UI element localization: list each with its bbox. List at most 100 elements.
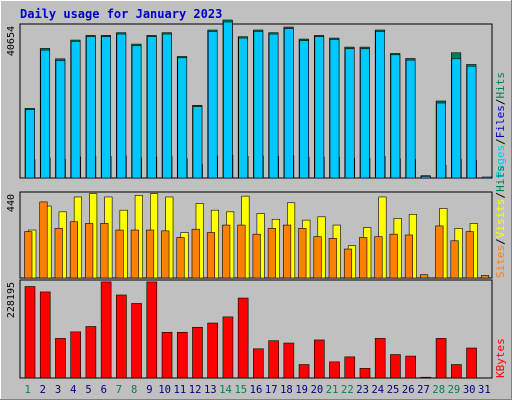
bar-kbytes-day-18 (283, 342, 295, 379)
bar-sites-day-7 (115, 229, 124, 279)
bar-kbytes-day-10 (161, 331, 173, 379)
bar-kbytes-day-30 (466, 347, 477, 379)
bar-kbytes-day-23 (359, 368, 371, 379)
bar-pages-day-2 (40, 49, 51, 179)
x-tick-label-28: 28 (432, 384, 445, 396)
legend-entry-files: Files (494, 105, 507, 138)
bar-kbytes-day-16 (253, 348, 264, 379)
bar-sites-day-12 (191, 228, 200, 279)
x-tick-label-17: 17 (265, 384, 278, 396)
bar-kbytes-day-28 (435, 338, 447, 379)
bar-kbytes-day-5 (85, 326, 97, 379)
bar-pages-day-4 (70, 41, 81, 179)
x-tick-label-23: 23 (356, 384, 369, 396)
bar-kbytes-day-11 (176, 331, 188, 379)
bar-sites-day-23 (359, 237, 368, 279)
y-max-label-visits: 440 (6, 194, 17, 212)
bar-pages-day-1 (25, 109, 35, 179)
bar-pages-day-29 (451, 58, 462, 179)
x-tick-label-1: 1 (24, 384, 30, 396)
x-tick-label-4: 4 (70, 384, 76, 396)
bar-pages-day-13 (207, 31, 218, 179)
x-tick-label-21: 21 (326, 384, 339, 396)
bar-kbytes-day-2 (39, 291, 51, 379)
bar-pages-day-20 (314, 36, 325, 179)
bar-pages-day-16 (253, 31, 264, 179)
bar-sites-day-19 (298, 228, 307, 279)
bar-sites-day-25 (389, 233, 398, 279)
legend-hits: Pages/Files/Hits (494, 72, 507, 178)
bar-kbytes-day-1 (24, 286, 36, 379)
x-tick-label-15: 15 (234, 384, 247, 396)
bar-kbytes-day-21 (329, 361, 340, 379)
x-tick-label-29: 29 (448, 384, 461, 396)
legend-entry-pages: Pages (494, 145, 507, 178)
bar-sites-day-11 (176, 237, 185, 279)
bar-kbytes-day-6 (100, 281, 112, 379)
x-tick-label-6: 6 (101, 384, 107, 396)
bar-pages-day-28 (436, 102, 446, 179)
bar-kbytes-day-20 (313, 339, 325, 379)
x-tick-label-2: 2 (40, 384, 46, 396)
bar-pages-day-3 (55, 60, 66, 179)
x-tick-label-27: 27 (417, 384, 430, 396)
bar-sites-day-28 (435, 225, 444, 279)
bar-pages-day-10 (162, 33, 172, 179)
bar-pages-day-19 (299, 40, 309, 179)
x-tick-label-25: 25 (387, 384, 400, 396)
x-tick-label-12: 12 (189, 384, 202, 396)
bar-pages-day-24 (375, 31, 385, 179)
x-tick-label-26: 26 (402, 384, 415, 396)
bar-sites-day-10 (161, 230, 170, 279)
y-max-label-hits: 40654 (6, 26, 17, 56)
bar-kbytes-day-14 (222, 316, 234, 379)
bar-kbytes-day-26 (405, 355, 416, 379)
bar-kbytes-day-13 (207, 322, 219, 379)
bar-kbytes-day-17 (268, 340, 279, 379)
bar-kbytes-day-24 (374, 338, 386, 379)
x-tick-label-3: 3 (55, 384, 61, 396)
bar-kbytes-day-7 (116, 294, 127, 379)
legend-entry-hits: Hits (494, 72, 507, 99)
x-tick-label-22: 22 (341, 384, 354, 396)
x-tick-label-7: 7 (116, 384, 122, 396)
bar-sites-day-3 (54, 228, 63, 279)
bar-sites-day-21 (328, 238, 337, 279)
bar-sites-day-6 (100, 223, 109, 279)
legend-entry-hits: Hits (494, 165, 507, 192)
legend-entry-kbytes: KBytes (494, 338, 507, 378)
bar-pages-day-8 (131, 45, 142, 179)
legend-visits: Sites/Visits/Hits (494, 165, 507, 278)
bar-pages-day-5 (86, 36, 96, 179)
bar-sites-day-1 (24, 231, 33, 279)
x-tick-label-19: 19 (295, 384, 308, 396)
legend-entry-sites: Sites (494, 245, 507, 278)
bar-sites-day-20 (313, 236, 322, 279)
bar-sites-day-16 (252, 233, 261, 279)
bar-sites-day-4 (69, 221, 78, 279)
bar-sites-day-29 (450, 240, 459, 279)
bar-pages-day-12 (192, 106, 203, 179)
bar-pages-day-25 (390, 54, 401, 179)
legend-kbytes: KBytes (494, 338, 507, 378)
bar-sites-day-13 (206, 232, 216, 279)
x-tick-label-14: 14 (219, 384, 232, 396)
bar-pages-day-23 (360, 48, 370, 179)
x-tick-label-10: 10 (158, 384, 171, 396)
bar-kbytes-day-25 (390, 354, 401, 379)
bar-sites-day-9 (146, 229, 155, 279)
x-tick-label-9: 9 (146, 384, 152, 396)
bar-pages-day-15 (238, 37, 248, 179)
x-tick-label-11: 11 (174, 384, 187, 396)
bar-sites-day-27 (420, 274, 429, 279)
bar-kbytes-day-19 (298, 364, 310, 379)
bar-sites-day-2 (39, 201, 48, 279)
bar-kbytes-day-27 (420, 376, 432, 379)
x-tick-label-20: 20 (311, 384, 324, 396)
bar-pages-day-21 (329, 39, 340, 179)
x-tick-label-18: 18 (280, 384, 293, 396)
x-tick-label-31: 31 (478, 384, 491, 396)
y-max-label-kbytes: 228195 (6, 282, 17, 318)
bar-kbytes-day-15 (237, 297, 249, 379)
